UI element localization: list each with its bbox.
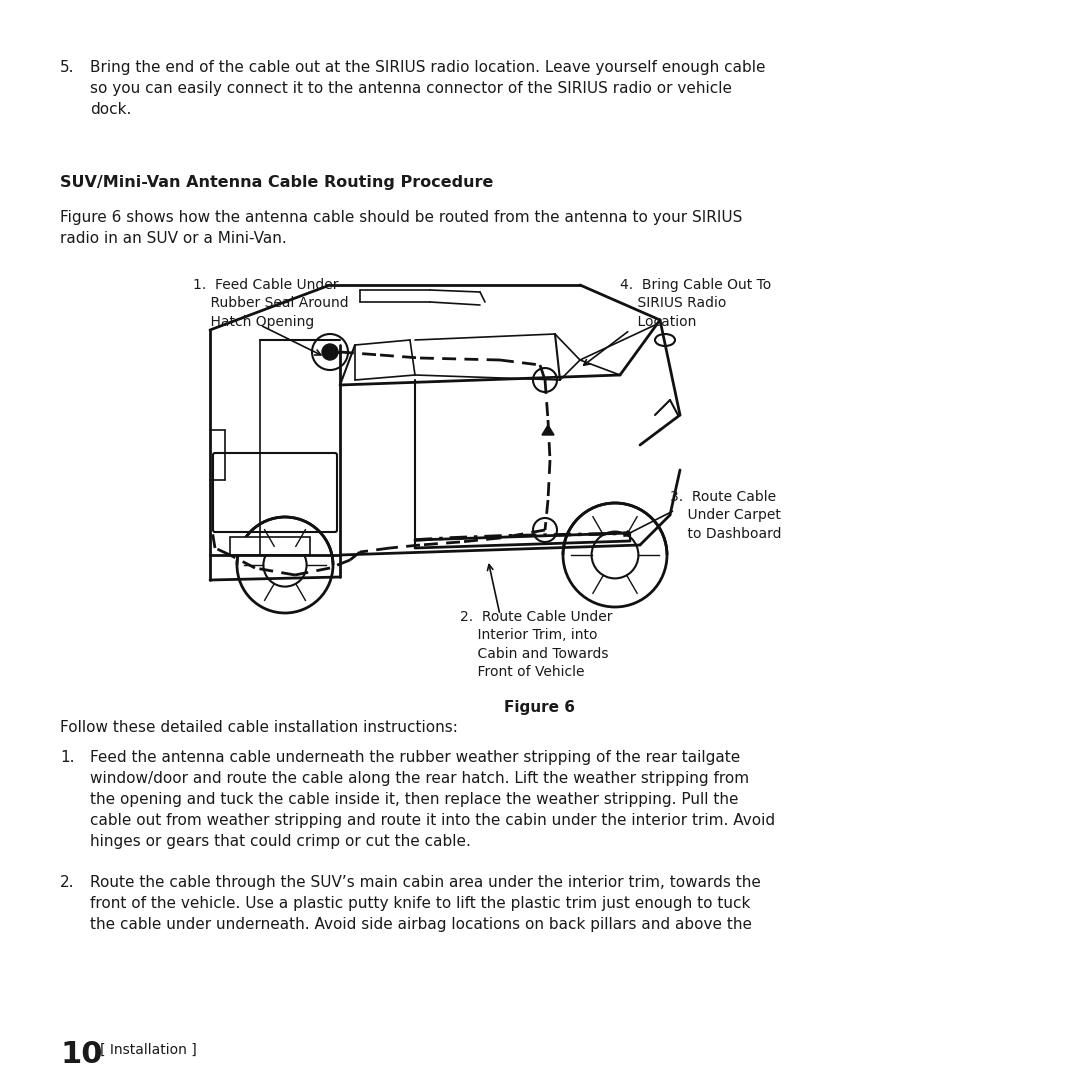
Text: Figure 6: Figure 6 xyxy=(504,700,576,715)
Text: 2.  Route Cable Under
    Interior Trim, into
    Cabin and Towards
    Front of: 2. Route Cable Under Interior Trim, into… xyxy=(460,610,612,679)
Text: 5.: 5. xyxy=(60,60,75,75)
Text: Route the cable through the SUV’s main cabin area under the interior trim, towar: Route the cable through the SUV’s main c… xyxy=(90,875,761,932)
Bar xyxy=(230,537,310,555)
FancyBboxPatch shape xyxy=(213,453,337,532)
Text: 4.  Bring Cable Out To
    SIRIUS Radio
    Location: 4. Bring Cable Out To SIRIUS Radio Locat… xyxy=(620,278,771,328)
Text: Figure 6 shows how the antenna cable should be routed from the antenna to your S: Figure 6 shows how the antenna cable sho… xyxy=(60,210,742,246)
Polygon shape xyxy=(542,426,554,435)
Text: [ Installation ]: [ Installation ] xyxy=(100,1043,197,1057)
Text: 3.  Route Cable
    Under Carpet
    to Dashboard: 3. Route Cable Under Carpet to Dashboard xyxy=(670,490,782,541)
Text: Bring the end of the cable out at the SIRIUS radio location. Leave yourself enou: Bring the end of the cable out at the SI… xyxy=(90,60,766,117)
Text: 1.: 1. xyxy=(60,750,75,765)
Ellipse shape xyxy=(654,334,675,346)
Text: 1.  Feed Cable Under
    Rubber Seal Around
    Hatch Opening: 1. Feed Cable Under Rubber Seal Around H… xyxy=(193,278,349,328)
Text: Feed the antenna cable underneath the rubber weather stripping of the rear tailg: Feed the antenna cable underneath the ru… xyxy=(90,750,775,849)
Text: 2.: 2. xyxy=(60,875,75,890)
Text: SUV/Mini-Van Antenna Cable Routing Procedure: SUV/Mini-Van Antenna Cable Routing Proce… xyxy=(60,175,494,190)
Text: 10: 10 xyxy=(60,1040,103,1069)
Circle shape xyxy=(322,345,338,360)
Text: Follow these detailed cable installation instructions:: Follow these detailed cable installation… xyxy=(60,720,458,735)
